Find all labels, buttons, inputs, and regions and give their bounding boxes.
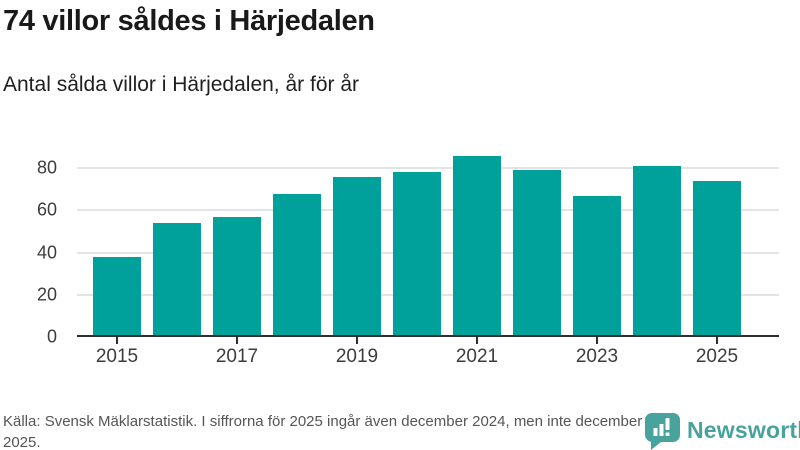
bar-chart-plot-area: 2015 2017 2019 2021 2023 2025 xyxy=(77,145,779,367)
newsworthy-wordmark: Newsworthy xyxy=(687,417,800,443)
x-tick-2015 xyxy=(116,337,118,344)
bar-2016 xyxy=(153,223,201,337)
y-axis: 0 20 40 60 80 xyxy=(0,145,57,347)
x-tick-2023 xyxy=(596,337,598,344)
logo-exclamation-bar xyxy=(665,418,670,430)
x-axis-line xyxy=(77,335,779,337)
chart-title: 74 villor såldes i Härjedalen xyxy=(3,5,375,37)
y-tick-label-40: 40 xyxy=(36,242,57,263)
x-tick-label-2021: 2021 xyxy=(455,346,499,367)
x-tick-label-2017: 2017 xyxy=(215,346,259,367)
bar-2015 xyxy=(93,256,141,337)
bar-2021 xyxy=(453,155,501,337)
x-tick-label-2015: 2015 xyxy=(95,346,139,367)
source-note: Källa: Svensk Mäklarstatistik. I siffror… xyxy=(3,413,643,450)
x-tick-label-2019: 2019 xyxy=(335,346,379,367)
x-tick-2021 xyxy=(476,337,478,344)
bar-2020 xyxy=(393,172,441,337)
gridline-80 xyxy=(77,167,779,170)
bar-2022 xyxy=(513,170,561,337)
bar-2023 xyxy=(573,195,621,337)
x-tick-2025 xyxy=(716,337,718,344)
y-tick-label-80: 80 xyxy=(36,157,57,178)
logo-exclamation-dot xyxy=(665,432,670,436)
x-tick-2019 xyxy=(356,337,358,344)
logo-bar-small xyxy=(653,428,658,436)
x-tick-label-2023: 2023 xyxy=(575,346,619,367)
chart-subtitle: Antal sålda villor i Härjedalen, år för … xyxy=(3,73,359,96)
bar-2017 xyxy=(213,216,261,337)
y-tick-label-60: 60 xyxy=(36,199,57,220)
y-tick-label-20: 20 xyxy=(36,284,57,305)
newsworthy-bubble-icon xyxy=(645,413,680,450)
y-tick-label-0: 0 xyxy=(46,326,57,347)
x-tick-2017 xyxy=(236,337,238,344)
bar-2025 xyxy=(693,180,741,337)
newsworthy-logo: Newsworthy xyxy=(645,413,800,450)
bar-2018 xyxy=(273,193,321,337)
bar-2024 xyxy=(633,166,681,337)
logo-bar-medium xyxy=(659,424,664,436)
bar-2019 xyxy=(333,176,381,337)
x-tick-label-2025: 2025 xyxy=(695,346,739,367)
